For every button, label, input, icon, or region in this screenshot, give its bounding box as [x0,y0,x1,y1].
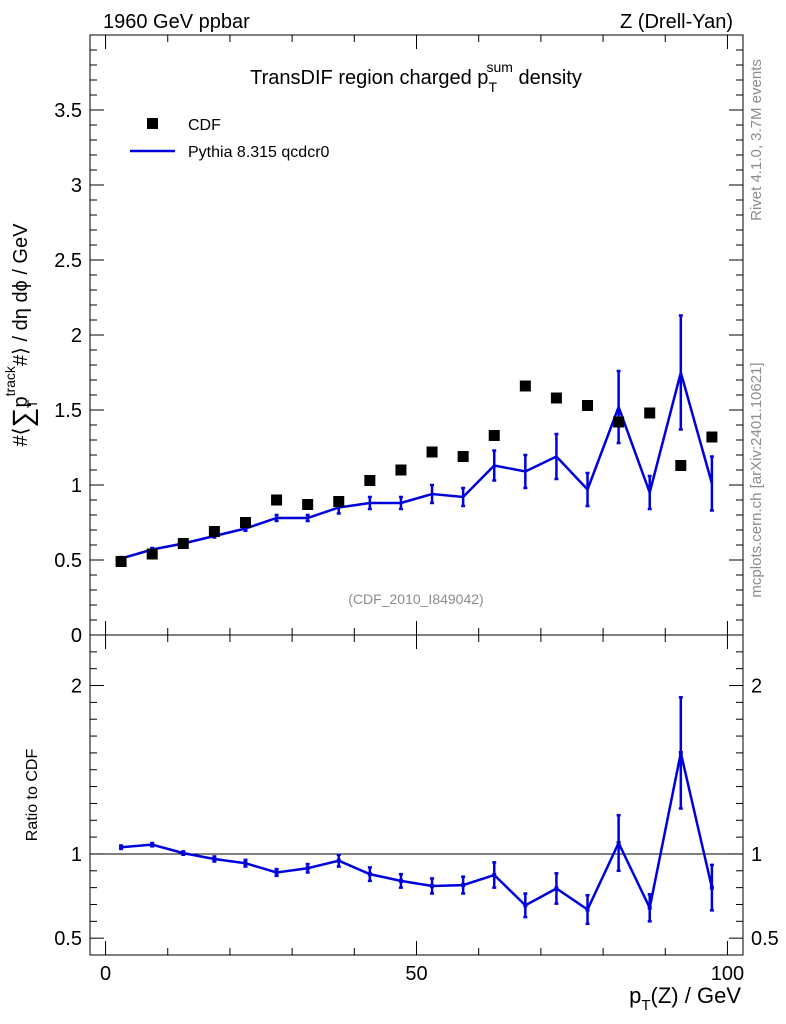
ratio-error-bars [119,696,714,926]
cdf-data-point [488,430,500,441]
cdf-data-point [706,431,718,443]
cdf-data-point [644,407,656,419]
cdf-data-point [613,416,625,428]
legend: CDF Pythia 8.315 qcdcr0 [130,117,330,161]
main-y-tick-label: 3.5 [54,100,82,122]
main-y-tick-label: 0 [71,625,82,647]
cdf-data-point [426,446,438,458]
x-tick-label: 50 [405,963,427,985]
ratio-point [367,872,372,877]
legend-cdf-marker [147,118,158,129]
cdf-data-point [364,475,376,486]
x-tick-label: 0 [100,963,111,985]
cdf-data-markers [115,380,718,567]
cdf-data-point [302,499,314,510]
main-y-tick-label: 2.5 [54,250,82,272]
ratio-point [523,903,528,908]
cdf-data-point [550,392,562,404]
ratio-point [461,883,466,888]
ratio-y-tick-labels: 0.5 0.5 1 1 2 2 [54,676,779,951]
legend-cdf-label: CDF [188,117,221,134]
main-y-axis-label: #⟨∑ptrackT #⟩ / dη dϕ / GeV [2,223,40,447]
main-y-tick-label: 0.5 [54,550,82,572]
cdf-data-point [333,496,345,507]
cdf-data-point [519,380,531,392]
cdf-data-point [582,400,594,411]
ratio-y-axis-label: Ratio to CDF [24,749,41,842]
mcplots-label: mcplots.cern.ch [arXiv:2401.10621] [748,362,765,597]
rivet-version-label: Rivet 4.1.0, 3.7M events [748,59,765,221]
cdf-data-point [271,494,283,506]
cdf-data-point [395,464,407,476]
ratio-point [274,870,279,875]
ratio-point [492,873,497,877]
ratio-point [430,883,435,888]
ratio-axis-ticks [90,635,743,955]
ratio-y-tick-label: 1 [71,844,82,866]
pythia-error-bars [119,314,714,562]
main-y-tick-label: 2 [71,325,82,347]
ratio-point [398,878,403,883]
cdf-data-point [177,538,189,549]
ratio-point [678,750,683,755]
ratio-point [336,858,341,863]
ratio-panel: 0.5 0.5 1 1 2 2 0 50 100 Ratio to CDF pT(Z) / G… [24,634,779,1014]
ratio-point [554,886,559,891]
ratio-point [119,845,124,850]
header-left: 1960 GeV ppbar [103,11,250,33]
ratio-y-tick-label: 0.5 [54,928,82,950]
cdf-data-point [675,460,687,471]
ratio-point [212,857,217,861]
ratio-point [243,861,248,866]
ratio-y-tick-label-right: 0.5 [751,928,779,950]
main-y-tick-labels: 0 0.5 1 1.5 2 2.5 3 3.5 [54,100,82,647]
cdf-data-point [239,517,251,528]
ratio-point [305,866,310,871]
ratio-y-tick-label-right: 1 [751,844,762,866]
ratio-y-tick-label: 2 [71,676,82,698]
cdf-data-point [457,451,469,462]
cdf-data-point [146,548,158,560]
header-right: Z (Drell-Yan) [620,11,733,33]
main-y-tick-label: 1.5 [54,400,82,422]
cdf-data-point [208,526,220,537]
main-y-tick-label: 3 [71,175,82,197]
x-tick-label: 100 [711,963,744,985]
main-y-tick-label: 1 [71,475,82,497]
main-axis-ticks [90,35,743,636]
ratio-plot-frame [89,634,744,956]
cdf-data-point [115,556,127,567]
ratio-point [709,885,714,890]
main-panel: 0 0.5 1 1.5 2 2.5 3 3.5 TransDIF region charged… [2,34,744,647]
ratio-point [647,905,652,910]
ratio-point [181,851,186,856]
analysis-watermark: (CDF_2010_I849042) [348,591,483,607]
chart-title: TransDIF region charged pTsum density [250,59,582,95]
ratio-point [616,841,621,845]
x-tick-labels: 0 50 100 [100,963,744,985]
ratio-point-markers [119,750,714,912]
ratio-y-tick-label-right: 2 [751,676,762,698]
x-axis-label: pT(Z) / GeV [629,983,741,1014]
legend-pythia-label: Pythia 8.315 qcdcr0 [188,144,330,161]
ratio-point [585,907,590,912]
ratio-series-line [120,752,714,912]
ratio-point [150,842,155,847]
